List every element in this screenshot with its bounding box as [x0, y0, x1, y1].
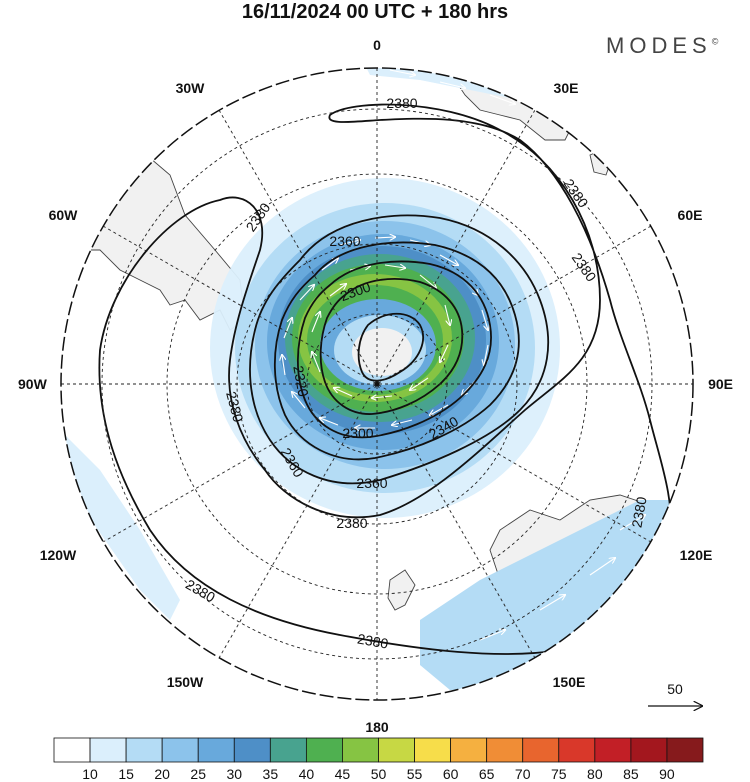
colorbar-tick-label: 70: [515, 766, 531, 782]
brand-name: MODES: [606, 33, 712, 58]
contour-label: 2380: [386, 95, 417, 111]
lon-label-120w: 120W: [40, 547, 77, 563]
contour-inner: [357, 312, 424, 382]
lon-label-90w: 90W: [18, 376, 48, 392]
colorbar-tick-label: 35: [263, 766, 279, 782]
colorbar-swatch: [450, 737, 488, 763]
lon-label-60e: 60E: [678, 207, 703, 223]
contour-label: 2360: [356, 475, 387, 491]
copyright-mark: ©: [711, 36, 719, 47]
modes-logo: MODES©: [606, 33, 718, 59]
colorbar-swatch: [197, 737, 235, 763]
colorbar-tick-label: 60: [443, 766, 459, 782]
colorbar-swatch: [558, 737, 596, 763]
colorbar-swatch: [89, 737, 127, 763]
contour-label: 2300: [342, 425, 373, 441]
colorbar-tick-label: 55: [407, 766, 423, 782]
lon-label-180: 180: [365, 719, 389, 735]
colorbar-tick-label: 75: [551, 766, 567, 782]
contour-label: 2380: [223, 390, 247, 424]
lon-label-150w: 150W: [167, 674, 204, 690]
map-title: 16/11/2024 00 UTC + 180 hrs: [241, 1, 509, 23]
colorbar-swatch: [378, 737, 415, 763]
colorbar-tick-label: 65: [479, 766, 495, 782]
colorbar-swatch: [269, 737, 307, 763]
reference-vector: 50: [648, 681, 702, 706]
contour-2360: [249, 214, 550, 485]
map-disc: [61, 68, 693, 700]
colorbar-tick-label: 30: [226, 766, 242, 782]
colorbar-tick-label: 15: [118, 766, 134, 782]
colorbar-tick-label: 40: [299, 766, 315, 782]
colorbar-swatch: [305, 737, 343, 763]
contour-label: 2380: [628, 495, 649, 529]
colorbar-swatch: [233, 737, 271, 763]
colorbar-tick-label: 85: [623, 766, 639, 782]
colorbar-swatch: [522, 737, 560, 763]
contour-label: 2320: [290, 364, 311, 398]
lon-label-0: 0: [373, 37, 381, 53]
contour-label: 2380: [356, 630, 390, 651]
contour-2320: [296, 260, 492, 439]
colorbar-swatch: [53, 737, 91, 763]
lon-label-60w: 60W: [49, 207, 79, 223]
colorbar-tick-label: 50: [371, 766, 387, 782]
colorbar-tick-label: 90: [659, 766, 675, 782]
lon-label-30w: 30W: [176, 80, 206, 96]
colorbar-tick-label: 80: [587, 766, 603, 782]
colorbar-swatch: [666, 737, 704, 763]
contour-label: 2380: [336, 515, 367, 531]
colorbar-tick-label: 10: [82, 766, 98, 782]
lon-label-150e: 150E: [553, 674, 586, 690]
contour-label: 2360: [329, 233, 360, 249]
lon-label-120e: 120E: [680, 547, 713, 563]
land-new-zealand: [387, 569, 416, 611]
colorbar-swatch: [414, 737, 452, 763]
colorbar-swatch: [594, 737, 632, 763]
map-border: [60, 67, 694, 701]
colorbar-swatch: [125, 737, 163, 763]
contour-2380: [98, 103, 672, 655]
lon-label-30e: 30E: [554, 80, 579, 96]
lon-label-90e: 90E: [708, 376, 733, 392]
colorbar-tick-label: 20: [154, 766, 170, 782]
reference-vector-label: 50: [667, 681, 683, 697]
colorbar-tick-label: 45: [335, 766, 351, 782]
colorbar-tick-label: 25: [190, 766, 206, 782]
colorbar-swatch: [161, 737, 199, 763]
south-pole-dot: [374, 381, 380, 387]
colorbar-swatch: [486, 737, 524, 763]
colorbar-swatch: [630, 737, 668, 763]
colorbar-swatch: [342, 737, 379, 763]
graticule: [61, 68, 693, 700]
contour-2340: [273, 241, 520, 461]
colorbar: 10 15 20 25 30 35 40 45 50 55 60 65 70 75 80 85 90: [53, 737, 704, 782]
longitude-labels: 0 180 90W 90E 30W 60W 30E 60E 120W 150W …: [18, 37, 733, 735]
